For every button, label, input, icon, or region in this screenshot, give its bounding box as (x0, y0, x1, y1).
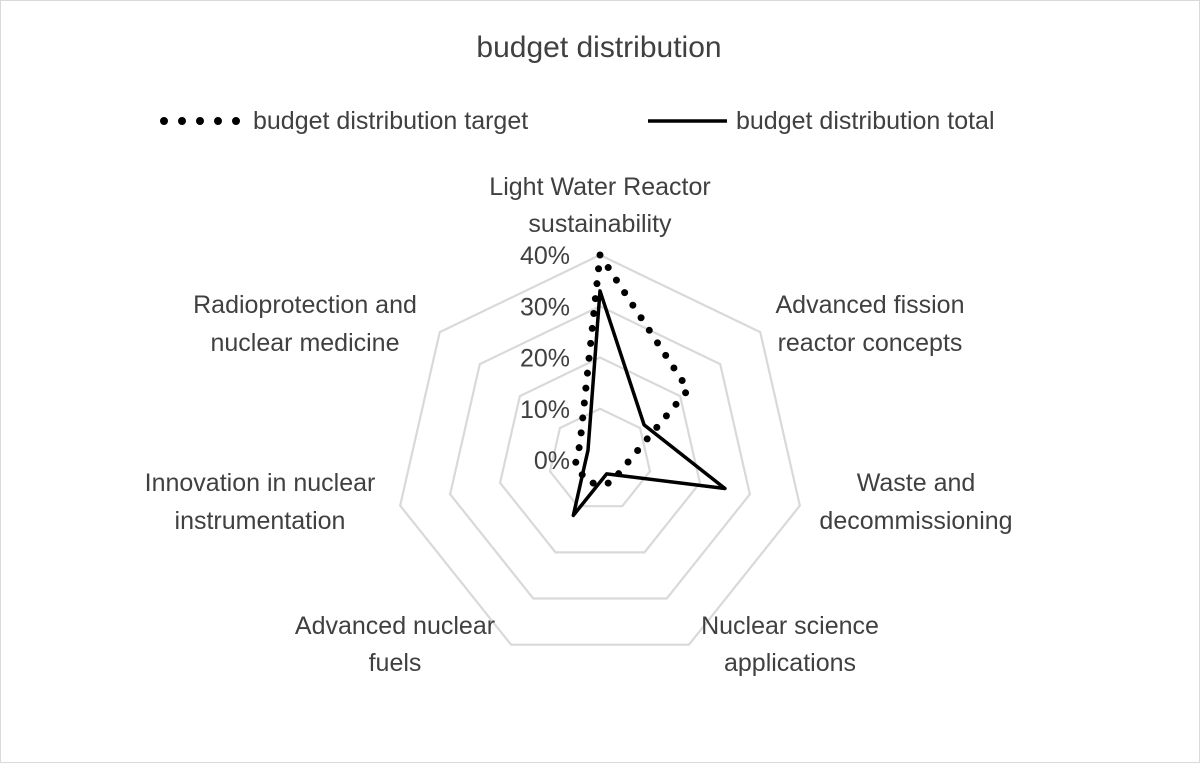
grid-ring-10 (548, 407, 652, 508)
radar-series (571, 251, 727, 518)
category-label-advanced-fuels-line2: fuels (369, 649, 422, 677)
category-label-advanced-fission-line2: reactor concepts (778, 329, 963, 357)
category-label-advanced-fuels: Advanced nuclear (295, 612, 495, 640)
tick-label-10: 10% (520, 396, 570, 424)
tick-label-20: 20% (520, 345, 570, 373)
grid-ring-30 (448, 305, 752, 600)
legend-total-label: budget distribution total (736, 107, 995, 135)
category-labels: Light Water Reactor sustainability Advan… (145, 173, 1013, 677)
category-label-radioprotection-line2: nuclear medicine (211, 329, 400, 357)
legend-target-label: budget distribution target (253, 107, 528, 135)
category-label-light-water-reactor-line2: sustainability (528, 210, 672, 238)
grid-ring-40 (398, 253, 802, 646)
series-total-line (571, 289, 727, 518)
grid-ring-20 (498, 356, 702, 554)
tick-label-30: 30% (520, 293, 570, 321)
category-label-instrumentation: Innovation in nuclear (145, 469, 376, 497)
tick-label-40: 40% (520, 242, 570, 270)
category-label-nuclear-science: Nuclear science (701, 612, 879, 640)
category-label-waste-line2: decommissioning (819, 507, 1012, 535)
category-label-light-water-reactor: Light Water Reactor (489, 173, 710, 201)
legend: budget distribution target budget distri… (160, 107, 995, 135)
category-label-radioprotection: Radioprotection and (193, 291, 417, 319)
category-label-waste: Waste and (857, 469, 976, 497)
category-label-nuclear-science-line2: applications (724, 649, 856, 677)
category-label-advanced-fission: Advanced fission (775, 291, 964, 319)
tick-label-0: 0% (534, 447, 570, 475)
series-target-line (571, 251, 692, 487)
category-label-instrumentation-line2: instrumentation (175, 507, 346, 535)
chart-title: budget distribution (476, 31, 721, 64)
radar-grid (398, 253, 802, 646)
radial-axis-ticks: 0% 10% 20% 30% 40% (520, 242, 570, 475)
